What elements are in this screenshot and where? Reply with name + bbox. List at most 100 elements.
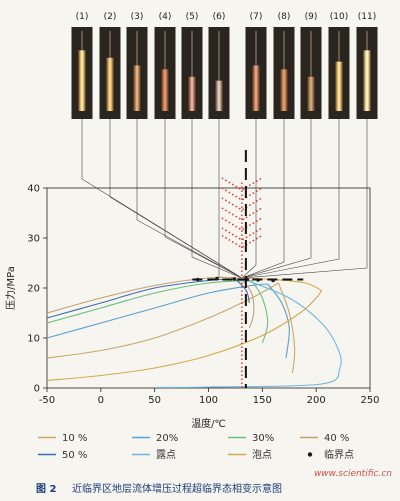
reactor-cell: (9) xyxy=(300,12,322,119)
y-tick-label: 30 xyxy=(27,234,40,245)
legend-label: 临界点 xyxy=(324,448,354,461)
cell-connector xyxy=(164,119,243,279)
critical-point xyxy=(256,278,260,282)
x-tick-label: 50 xyxy=(148,395,161,406)
cell-label: (8) xyxy=(278,12,291,22)
series-curve xyxy=(267,283,290,359)
series-curve xyxy=(235,278,250,304)
series-curve xyxy=(154,277,342,389)
cell-connector xyxy=(241,119,340,279)
y-tick-label: 10 xyxy=(27,334,40,345)
legend-label: 10 % xyxy=(62,433,87,444)
cell-label: (9) xyxy=(305,12,318,22)
x-tick-label: 250 xyxy=(360,395,379,406)
y-tick-label: 0 xyxy=(34,384,40,395)
reactor-cell: (8) xyxy=(273,12,295,119)
caption-number: 图 2 xyxy=(36,483,56,495)
cell-label: (3) xyxy=(131,12,144,22)
series-20% xyxy=(46,283,290,359)
critical-points xyxy=(195,276,275,283)
series-curve xyxy=(46,278,236,319)
cell-label: (6) xyxy=(213,12,226,22)
legend-item: 泡点 xyxy=(228,448,272,461)
x-tick-label: -50 xyxy=(39,395,55,406)
cell-label: (7) xyxy=(250,12,263,22)
y-axis-label: 压力/MPa xyxy=(4,266,17,310)
cell-connector xyxy=(241,119,285,279)
reactor-cell: (2) xyxy=(99,12,121,119)
critical-point xyxy=(271,278,275,283)
cell-label: (1) xyxy=(76,12,89,22)
legend-item: 10 % xyxy=(38,433,87,444)
reactor-cell: (4) xyxy=(154,12,176,119)
cell-fluid xyxy=(132,65,142,111)
series-露点 xyxy=(154,277,342,389)
series-10% xyxy=(46,282,296,374)
cell-fluid xyxy=(214,80,224,111)
legend-item: 20% xyxy=(132,433,178,444)
critical-point xyxy=(232,277,237,281)
series-curve xyxy=(46,279,252,324)
cell-label: (5) xyxy=(186,12,199,22)
legend-label: 20% xyxy=(156,433,178,444)
reactor-cell: (10) xyxy=(328,12,350,119)
series-curve xyxy=(46,276,241,314)
reactor-cell: (11) xyxy=(356,12,378,119)
legend-label: 泡点 xyxy=(252,448,272,461)
legend: 10 % 20% 30% 40 % 50 % 露点 泡点 临界点 xyxy=(38,433,354,461)
cell-connector xyxy=(241,119,257,279)
critical-point xyxy=(195,277,200,282)
series-curve xyxy=(46,282,279,359)
cell-fluid xyxy=(105,57,115,111)
cell-label: (10) xyxy=(330,12,348,22)
cell-connector xyxy=(241,119,312,279)
reactor-cell: (7) xyxy=(245,12,267,119)
cell-label: (4) xyxy=(159,12,172,22)
cell-fluid xyxy=(187,76,197,111)
reactor-cell: (1) xyxy=(71,12,93,119)
x-tick-label: 200 xyxy=(307,395,326,406)
cell-label: (2) xyxy=(104,12,117,22)
cell-fluid xyxy=(160,69,170,111)
legend-label: 50 % xyxy=(62,450,87,461)
x-tick-label: 150 xyxy=(253,395,272,406)
legend-item: 40 % xyxy=(300,433,349,444)
caption-text: 近临界区地层流体增压过程超临界态相变示意图 xyxy=(72,482,282,495)
cell-fluid xyxy=(77,50,87,111)
y-tick-label: 20 xyxy=(27,284,40,295)
series-curve xyxy=(46,283,268,339)
cell-fluid xyxy=(362,50,372,111)
plot-area xyxy=(46,187,371,389)
legend-item: 临界点 xyxy=(307,448,354,461)
x-tick-label: 100 xyxy=(199,395,218,406)
cell-fluid xyxy=(251,65,261,111)
x-axis-label: 温度/℃ xyxy=(191,417,226,430)
legend-item: 50 % xyxy=(38,450,87,461)
cell-connector-lines xyxy=(81,119,368,279)
cell-connector xyxy=(191,119,242,279)
reactor-cell: (5) xyxy=(181,12,203,119)
series-curve xyxy=(277,282,296,374)
legend-label: 40 % xyxy=(324,433,349,444)
series-50% xyxy=(46,278,250,319)
y-tick-label: 40 xyxy=(27,184,40,195)
critical-point xyxy=(245,277,250,282)
series-curve xyxy=(46,290,323,382)
phase-curves xyxy=(46,276,342,389)
legend-item: 露点 xyxy=(132,449,176,461)
legend-label: 30% xyxy=(252,433,274,444)
cell-label: (11) xyxy=(358,12,376,22)
legend-swatch xyxy=(307,452,313,457)
cell-fluid xyxy=(279,69,289,111)
cell-connector xyxy=(109,119,243,279)
pressurization-path xyxy=(192,150,304,388)
critical-point xyxy=(215,276,219,281)
reactor-cell-photos: (1) (2) (3) (4) (5) (6) (7) (8) (9) (10) (11) xyxy=(71,12,378,119)
x-tick-label: 0 xyxy=(98,395,104,406)
legend-label: 露点 xyxy=(156,449,176,461)
legend-item: 30% xyxy=(228,433,274,444)
watermark: www.scientific.cn xyxy=(314,469,392,479)
